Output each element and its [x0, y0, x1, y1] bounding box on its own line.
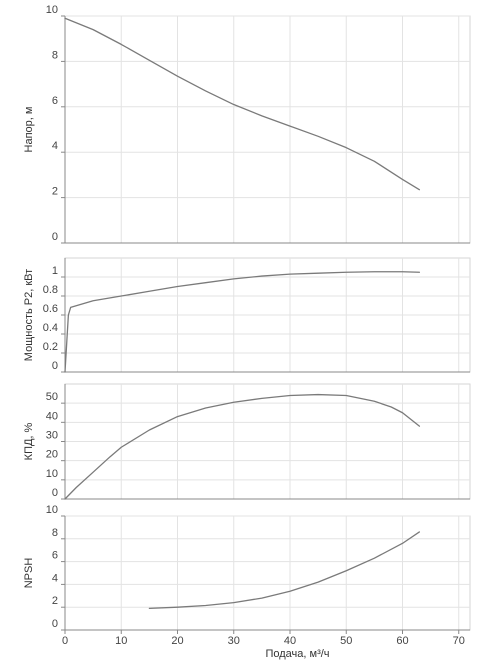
series-line-1 — [64, 271, 421, 373]
y-tick-label: 0 — [52, 487, 58, 499]
y-tick-label: 40 — [46, 410, 58, 422]
plot-area — [64, 515, 471, 631]
series-line-1 — [64, 17, 421, 191]
y-tick-label: 2 — [52, 186, 58, 198]
y-tick-label: 4 — [52, 140, 58, 152]
y-tick-label: 50 — [46, 391, 58, 403]
y-tick-label: 0.2 — [43, 341, 58, 353]
y-tick-label: 0 — [52, 360, 58, 372]
y-tick-label: 0.6 — [43, 303, 58, 315]
y-tick-label: 0.8 — [43, 284, 58, 296]
chart-panel-4: 0 2 4 6 8 10 NPSH 0 10 20 30 40 50 60 70 Подача, м³/ч — [23, 504, 471, 660]
y-tick-label: 8 — [52, 49, 58, 61]
y-tick-label: 0.4 — [43, 322, 58, 334]
y-tick-label: 30 — [46, 430, 58, 442]
x-tick-label: 70 — [453, 635, 465, 647]
y-tick-label: 20 — [46, 449, 58, 461]
x-tick-label: 50 — [340, 635, 352, 647]
y-tick-label: 6 — [52, 550, 58, 562]
y-axis-label: Мощность P2, кВт — [23, 269, 35, 361]
y-tick-label: 10 — [46, 504, 58, 516]
x-tick-label: 40 — [284, 635, 296, 647]
y-tick-label: 10 — [46, 468, 58, 480]
x-tick-label: 60 — [396, 635, 408, 647]
x-tick-label: 30 — [228, 635, 240, 647]
y-tick-label: 6 — [52, 95, 58, 107]
y-tick-label: 2 — [52, 595, 58, 607]
plot-area — [64, 15, 471, 244]
y-axis-label: Напор, м — [23, 107, 35, 153]
chart-panel-1: 0 2 4 6 8 10 Напор, м — [23, 4, 471, 244]
y-tick-label: 4 — [52, 572, 58, 584]
y-tick-label: 1 — [52, 265, 58, 277]
chart-panel-2: 0 0.2 0.4 0.6 0.8 1 Мощность P2, кВт — [23, 257, 471, 373]
series-line-1 — [148, 531, 421, 609]
y-tick-label: 10 — [46, 4, 58, 16]
x-axis-label: Подача, м³/ч — [265, 648, 329, 660]
y-tick-label: 0 — [52, 231, 58, 243]
chart-panel-3: 0 10 20 30 40 50 КПД, % — [23, 383, 471, 500]
x-tick-label: 0 — [62, 635, 68, 647]
x-tick-label: 20 — [171, 635, 183, 647]
series-line-1 — [64, 393, 421, 500]
y-tick-label: 8 — [52, 527, 58, 539]
y-axis-label: NPSH — [23, 558, 35, 589]
x-tick-label: 10 — [115, 635, 127, 647]
y-axis-label: КПД, % — [23, 422, 35, 460]
y-tick-label: 0 — [52, 618, 58, 630]
